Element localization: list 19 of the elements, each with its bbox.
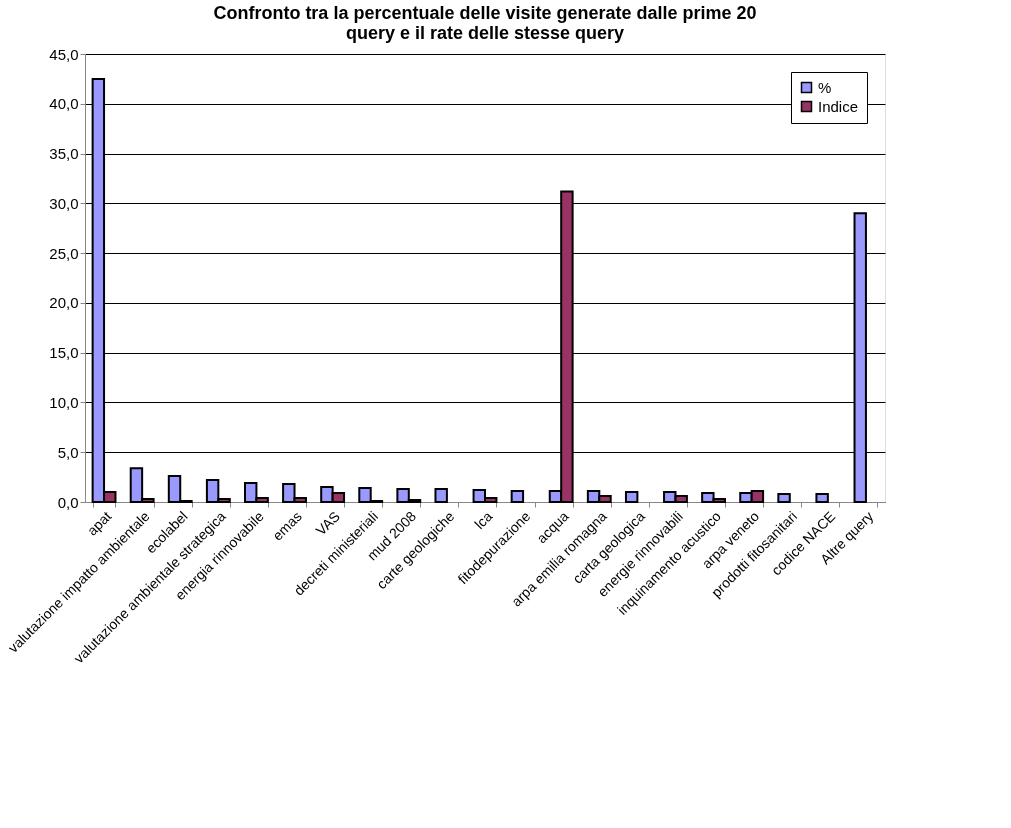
bar [624,491,639,503]
bar [434,488,448,503]
y-tick-label: 15,0 [49,344,79,362]
y-tick-label: 20,0 [49,294,79,312]
y-tick-label: 45,0 [49,45,79,63]
y-tick-label: 30,0 [49,194,79,212]
bar [777,493,791,503]
y-tick-label: 10,0 [49,393,79,411]
legend-label: Indice [818,97,859,115]
y-tick-label: 40,0 [49,95,79,113]
legend-label: % [818,78,832,96]
text: Confronto tra la percentuale delle visite generate dalle prime 20 [213,3,757,23]
bar [815,493,829,503]
y-tick-label: 0,0 [57,493,79,511]
y-tick-label: 5,0 [57,443,79,461]
text: query e il rate delle stesse query [345,23,625,43]
bar [510,490,525,503]
y-tick-label: 35,0 [49,145,79,163]
y-tick-label: 25,0 [49,244,79,262]
